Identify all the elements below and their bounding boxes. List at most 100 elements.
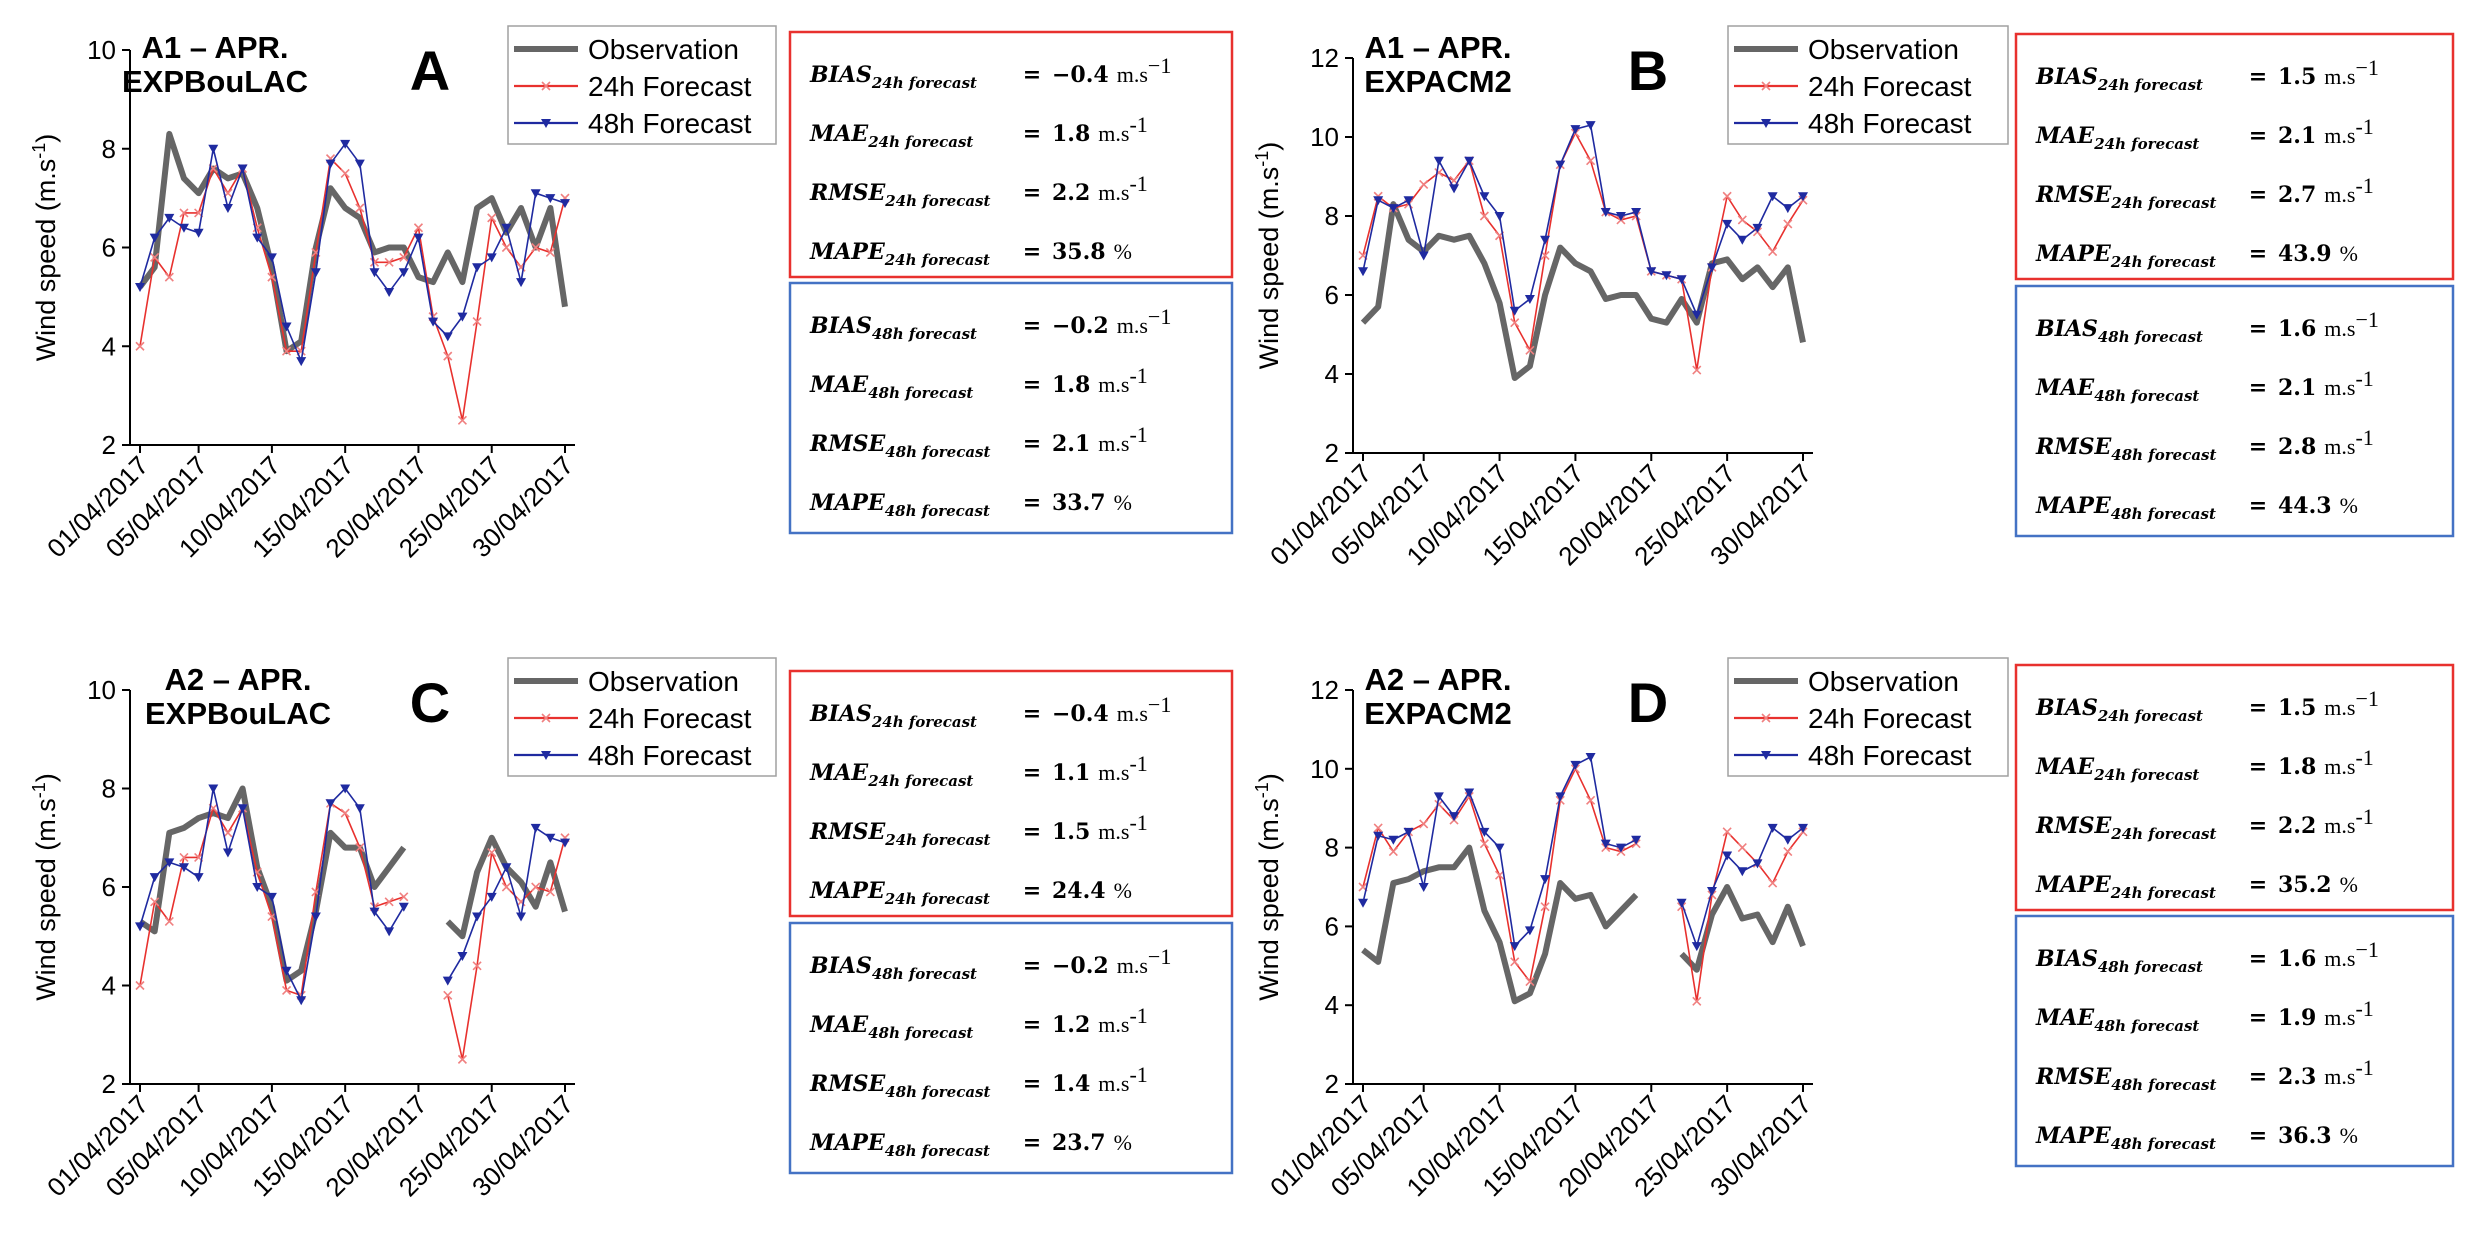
series-24h-forecast-line — [1362, 132, 1804, 371]
data-point — [560, 199, 570, 209]
data-point — [354, 159, 365, 169]
y-axis-label-end: ) — [1254, 142, 1284, 151]
stat-value-text: 1.9 m.s-1 — [2278, 996, 2374, 1031]
stat-value: 2.2 — [2278, 813, 2316, 839]
stat-value-text: 1.6 m.s−1 — [2278, 937, 2379, 972]
stat-unit-sup: -1 — [1129, 751, 1147, 776]
data-point — [1540, 902, 1550, 912]
data-point — [516, 912, 527, 922]
stat-subscript: 48h forecast — [2098, 328, 2203, 346]
y-tick-label: 2 — [102, 430, 116, 460]
stat-unit: % — [2340, 241, 2358, 266]
data-point — [1585, 121, 1596, 131]
stat-name: MAE — [809, 760, 869, 786]
stat-name: MAPE — [2035, 493, 2112, 519]
y-axis-label: Wind speed (m.s-1) — [29, 773, 61, 1001]
stat-rmse: RMSE24h forecast — [2035, 813, 2217, 843]
equals-sign: = — [2249, 695, 2267, 721]
stat-value: 1.5 — [1052, 819, 1090, 845]
legend-label: Observation — [588, 34, 739, 65]
stat-subscript: 48h forecast — [2098, 958, 2203, 976]
panel-letter: C — [410, 671, 450, 734]
data-point — [1752, 223, 1763, 233]
data-point — [179, 852, 189, 863]
y-axis-label-main: Wind speed (m.s — [1254, 167, 1284, 370]
data-point — [340, 808, 350, 818]
stat-unit: % — [1114, 239, 1132, 264]
data-point — [1782, 204, 1793, 214]
stat-subscript: 48h forecast — [885, 1083, 990, 1101]
stat-bias: BIAS24h forecast — [2035, 64, 2203, 94]
stat-mape: MAPE48h forecast — [809, 1130, 990, 1160]
data-point — [1692, 996, 1702, 1006]
y-tick-label: 12 — [1310, 675, 1339, 705]
stats-box-24h — [788, 30, 1234, 279]
stat-value: 1.9 — [2278, 1005, 2316, 1031]
stat-mape: MAPE48h forecast — [2035, 1123, 2216, 1153]
stat-value: −0.2 — [1052, 953, 1109, 979]
stat-value: 23.7 — [1052, 1130, 1106, 1156]
data-point — [1768, 878, 1778, 888]
stat-value-text: 43.9% — [2278, 241, 2358, 267]
data-point — [1661, 271, 1672, 281]
stat-bias: BIAS24h forecast — [809, 62, 977, 92]
data-point — [164, 916, 174, 927]
equals-sign: = — [1023, 121, 1041, 147]
stat-subscript: 24h forecast — [2093, 135, 2199, 153]
stats-box-48h — [788, 281, 1234, 535]
chart-subtitle: EXPBouLAC — [145, 696, 331, 731]
stat-subscript: 48h forecast — [2111, 446, 2216, 464]
data-point — [1419, 179, 1429, 189]
stat-rmse: RMSE24h forecast — [2035, 182, 2217, 212]
data-point — [487, 847, 497, 858]
stat-value: 2.3 — [2278, 1064, 2316, 1090]
equals-sign: = — [2249, 375, 2267, 401]
stat-subscript: 24h forecast — [884, 251, 990, 269]
stat-value-text: 33.7% — [1052, 490, 1132, 516]
stat-name: MAE — [2035, 1005, 2095, 1031]
data-point — [1570, 125, 1581, 135]
data-point — [1706, 886, 1717, 896]
stat-unit: % — [2340, 1123, 2358, 1148]
stat-value-text: 2.7 m.s-1 — [2278, 173, 2374, 208]
stats-box-24h — [2014, 663, 2455, 912]
data-point — [1479, 211, 1489, 221]
data-point — [399, 892, 409, 902]
stat-unit: m.s — [2324, 1005, 2355, 1030]
stat-value-text: 2.1 m.s-1 — [2278, 114, 2374, 149]
data-point — [1479, 192, 1490, 202]
stat-value-text: 35.2% — [2278, 872, 2358, 898]
stat-unit: m.s — [1098, 1012, 1129, 1037]
stat-value: 1.2 — [1052, 1012, 1090, 1038]
stats-box-48h — [2014, 914, 2455, 1168]
legend-marker — [541, 119, 551, 128]
data-point — [150, 252, 160, 262]
stat-value: 1.8 — [2278, 754, 2316, 780]
stat-mape: MAPE24h forecast — [2035, 872, 2216, 902]
stat-unit: m.s — [2324, 182, 2355, 207]
series-observation-line — [1679, 884, 1806, 973]
stat-name: MAPE — [2035, 872, 2112, 898]
data-point — [1373, 196, 1384, 206]
stat-name: RMSE — [809, 819, 887, 845]
data-point — [472, 912, 483, 922]
data-point — [530, 823, 541, 833]
equals-sign: = — [1023, 431, 1041, 457]
stat-unit: m.s — [2324, 375, 2355, 400]
y-tick-label: 8 — [102, 134, 116, 164]
stat-value: 2.7 — [2278, 182, 2316, 208]
stat-value: 24.4 — [1052, 878, 1106, 904]
stat-unit: % — [1114, 1130, 1132, 1155]
equals-sign: = — [2249, 1064, 2267, 1090]
data-point — [1525, 345, 1535, 355]
data-point — [1691, 310, 1702, 320]
data-point — [135, 341, 145, 351]
data-point — [150, 897, 160, 907]
data-point — [1555, 160, 1566, 170]
data-point — [149, 233, 160, 243]
stat-value: 1.5 — [2278, 64, 2316, 90]
stat-value: 1.1 — [1052, 760, 1090, 786]
stat-value: 2.1 — [2278, 123, 2316, 149]
y-axis-label-sup: -1 — [29, 143, 49, 159]
stat-unit-sup: -1 — [2355, 173, 2373, 198]
